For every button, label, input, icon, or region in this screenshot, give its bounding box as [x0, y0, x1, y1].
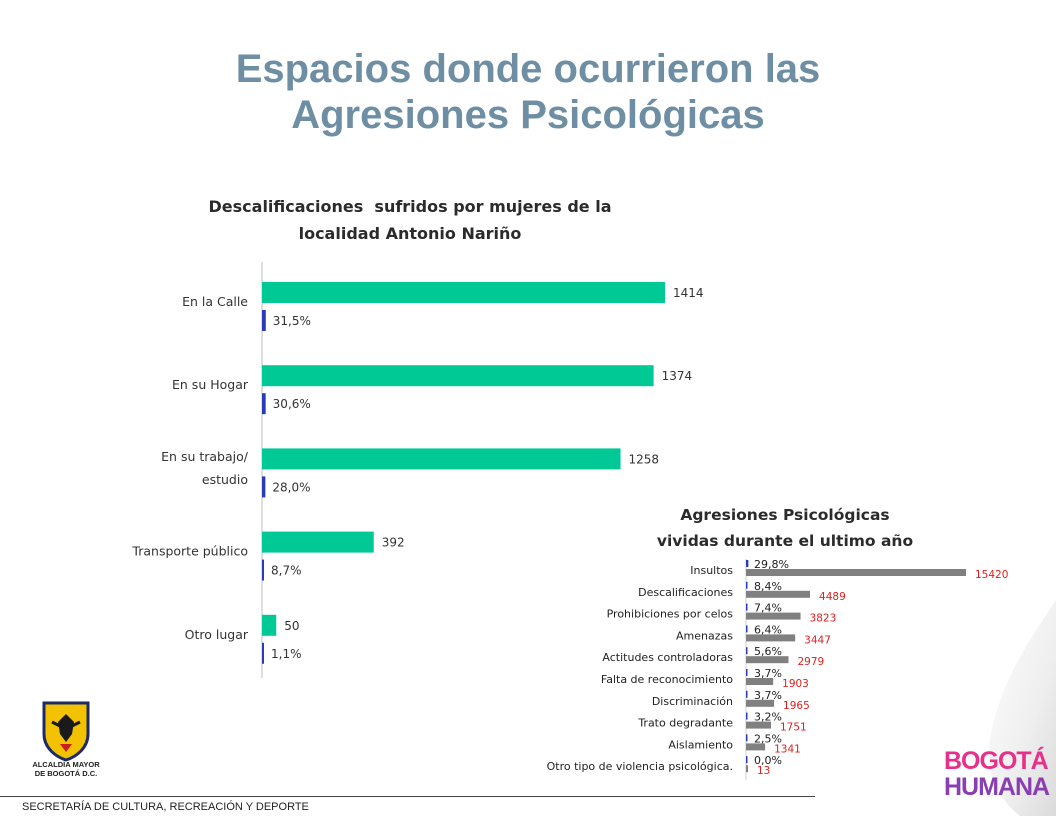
- footer-text: SECRETARÍA DE CULTURA, RECREACIÓN Y DEPO…: [22, 801, 309, 813]
- chart2-category-label: Otro tipo de violencia psicológica.: [547, 760, 733, 773]
- coat-of-arms-logo: [14, 700, 118, 790]
- chart1-bar-percent: [262, 310, 266, 331]
- chart2-data-label-count: 4489: [819, 591, 846, 603]
- chart2-category-label: Actitudes controladoras: [602, 651, 733, 664]
- bogota-humana-logo: BOGOTÁ HUMANA: [944, 747, 1050, 801]
- chart2-bar-count: [746, 699, 775, 707]
- chart1-data-label-count: 1258: [629, 452, 660, 466]
- chart2-category-label: Descalificaciones: [638, 586, 733, 599]
- chart1-category-label: En la Calle: [182, 294, 248, 309]
- chart1-bar-count: [262, 614, 277, 636]
- chart2-category-label: Falta de reconocimiento: [601, 673, 733, 686]
- chart2-title: Agresiones Psicológicas vividas durante …: [620, 502, 950, 554]
- chart2-data-label-count: 1965: [783, 700, 810, 712]
- chart1-data-label-count: 392: [382, 536, 405, 550]
- logo-line-2: HUMANA: [944, 773, 1050, 801]
- chart2-data-label-count: 1751: [780, 722, 807, 734]
- chart2-bar-count: [746, 612, 801, 620]
- chart2-bar-count: [746, 656, 789, 664]
- chart1-title: Descalificaciones sufridos por mujeres d…: [195, 193, 625, 247]
- chart1-category-label: estudio: [202, 472, 248, 487]
- chart2-data-label-percent: 5,6%: [754, 645, 782, 658]
- chart2-data-label-percent: 3,7%: [754, 689, 782, 702]
- chart2-bar-count: [746, 590, 811, 598]
- chart2-data-label-count: 3823: [810, 613, 837, 625]
- chart2-data-label-percent: 0,0%: [754, 754, 782, 767]
- chart2-bar-percent: [746, 625, 748, 633]
- crest-label-line-1: ALCALDÍA MAYOR: [32, 760, 100, 769]
- chart1-data-label-percent: 31,5%: [273, 314, 311, 328]
- chart1-bar-percent: [262, 559, 264, 581]
- chart2-bar-percent: [746, 690, 748, 698]
- chart2-data-label-percent: 29,8%: [754, 558, 789, 571]
- chart2-data-label-count: 13: [757, 765, 770, 777]
- page-title-line-2: Agresiones Psicológicas: [291, 93, 765, 137]
- chart2-bar-percent: [746, 734, 748, 742]
- shield-icon: [42, 701, 90, 762]
- chart2-data-label-count: 1341: [774, 743, 801, 755]
- chart1-bar-percent: [262, 476, 266, 498]
- chart2-bar-percent: [746, 603, 748, 611]
- chart1-bar-percent: [262, 642, 264, 664]
- chart1-bar-count: [262, 282, 665, 303]
- chart2-data-label-percent: 3,7%: [754, 667, 782, 680]
- chart2-category-label: Aislamiento: [668, 738, 733, 751]
- chart1-bar-count: [262, 448, 621, 470]
- crest-label-line-2: DE BOGOTÁ D.C.: [34, 769, 98, 778]
- chart2-bar-count: [746, 569, 966, 576]
- chart2-bar-percent: [746, 756, 748, 764]
- chart2-data-label-percent: 7,4%: [754, 602, 782, 615]
- chart2-bar-percent: [746, 647, 748, 655]
- chart2-bar-count: [746, 634, 796, 642]
- chart1-title-line-2: localidad Antonio Nariño: [298, 224, 522, 243]
- page-title: Espacios donde ocurrieron las Agresiones…: [130, 46, 926, 138]
- chart1-data-label-percent: 1,1%: [271, 647, 302, 661]
- chart2-bar-percent: [746, 581, 748, 589]
- chart1-category-label: En su Hogar: [172, 377, 249, 392]
- page-curl-decoration: [989, 600, 1056, 816]
- chart1-category-label: Otro lugar: [185, 627, 249, 642]
- chart2-data-label-percent: 2,5%: [754, 732, 782, 745]
- chart1-bar-count: [262, 531, 374, 553]
- chart1-data-label-percent: 30,6%: [273, 397, 311, 411]
- chart1-title-line-1: Descalificaciones sufridos por mujeres d…: [208, 197, 612, 216]
- chart2-bar-count: [746, 721, 771, 729]
- chart1-data-label-count: 1374: [662, 369, 693, 383]
- chart2-bar-count: [746, 678, 774, 685]
- chart2-data-label-count: 15420: [975, 569, 1008, 581]
- chart2-bar-count: [746, 743, 766, 751]
- logo-line-1: BOGOTÁ: [944, 747, 1049, 775]
- chart1-category-label: En su trabajo/: [161, 449, 249, 464]
- chart2-data-label-count: 3447: [804, 634, 831, 646]
- chart2-bar-count: [746, 765, 748, 773]
- chart2-data-label-count: 1903: [782, 678, 809, 690]
- page-title-line-1: Espacios donde ocurrieron las: [235, 47, 821, 91]
- crest-label: ALCALDÍA MAYOR DE BOGOTÁ D.C.: [6, 760, 126, 778]
- footer-divider: [0, 796, 815, 797]
- chart1-bar-percent: [262, 393, 266, 415]
- chart2-bar-percent: [746, 669, 748, 676]
- chart2-category-label: Prohibiciones por celos: [607, 608, 734, 621]
- chart2-title-line-2: vividas durante el ultimo año: [656, 532, 914, 550]
- chart2-data-label-percent: 8,4%: [754, 580, 782, 593]
- chart2-bar-percent: [746, 560, 749, 567]
- chart2-data-label-percent: 6,4%: [754, 623, 782, 636]
- chart2-category-label: Insultos: [690, 564, 733, 577]
- chart1-category-label: Transporte público: [131, 544, 248, 559]
- chart2-data-label-count: 2979: [798, 656, 825, 668]
- chart1-data-label-count: 1414: [673, 286, 704, 300]
- chart1-bar-count: [262, 365, 654, 387]
- chart1-data-label-count: 50: [284, 619, 299, 633]
- chart2-category-label: Discriminación: [652, 695, 733, 708]
- chart2-bar-percent: [746, 712, 748, 720]
- chart1-data-label-percent: 8,7%: [271, 564, 302, 578]
- chart2-category-label: Trato degradante: [637, 717, 733, 730]
- chart2-title-line-1: Agresiones Psicológicas: [680, 506, 890, 524]
- chart1-data-label-percent: 28,0%: [272, 480, 310, 494]
- chart2-category-label: Amenazas: [676, 629, 733, 642]
- chart2-data-label-percent: 3,2%: [754, 711, 782, 724]
